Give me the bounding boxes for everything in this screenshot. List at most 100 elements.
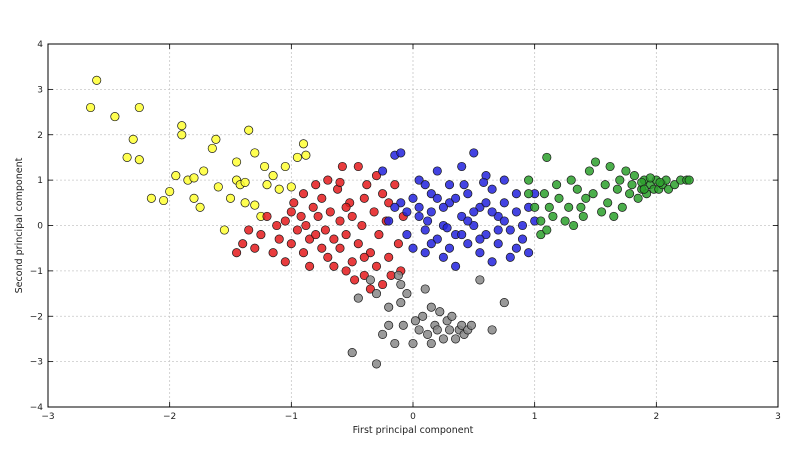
scatter-point-cluster-2 (317, 243, 327, 253)
scatter-point-cluster-2 (335, 216, 345, 226)
scatter-point-cluster-1 (189, 193, 199, 203)
y-tick-label: 4 (37, 40, 43, 50)
scatter-point-cluster-1 (240, 198, 250, 208)
scatter-point-cluster-5 (384, 302, 394, 312)
scatter-point-cluster-2 (262, 211, 272, 221)
scatter-point-cluster-2 (250, 243, 260, 253)
scatter-point-cluster-3 (459, 180, 469, 190)
scatter-point-cluster-4 (566, 175, 576, 185)
scatter-point-cluster-4 (569, 220, 579, 231)
scatter-point-cluster-3 (426, 189, 436, 199)
y-tick-label: 0 (37, 222, 43, 232)
scatter-point-cluster-5 (365, 275, 375, 285)
scatter-point-cluster-2 (347, 257, 357, 267)
scatter-point-cluster-3 (423, 216, 433, 226)
scatter-point-cluster-2 (280, 216, 290, 226)
scatter-point-cluster-4 (536, 216, 546, 226)
scatter-point-cluster-4 (600, 180, 610, 190)
y-tick-label: −3 (30, 358, 43, 368)
scatter-point-cluster-2 (238, 239, 248, 249)
scatter-point-cluster-1 (268, 171, 278, 181)
scatter-point-cluster-5 (371, 359, 382, 369)
scatter-point-cluster-1 (280, 161, 290, 172)
scatter-point-cluster-2 (359, 252, 369, 262)
scatter-point-cluster-1 (92, 75, 102, 85)
x-tick-label: −1 (285, 412, 298, 422)
scatter-point-cluster-4 (625, 189, 635, 199)
scatter-point-cluster-1 (177, 121, 187, 131)
scatter-point-cluster-2 (280, 257, 290, 267)
scatter-point-cluster-5 (418, 311, 428, 321)
scatter-point-cluster-1 (219, 225, 229, 235)
scatter-point-cluster-3 (414, 211, 424, 221)
scatter-point-cluster-5 (384, 320, 394, 330)
scatter-point-cluster-1 (250, 200, 260, 210)
scatter-point-cluster-2 (384, 198, 394, 208)
scatter-point-cluster-4 (524, 189, 534, 199)
scatter-point-cluster-4 (603, 198, 613, 208)
scatter-point-cluster-3 (444, 243, 455, 253)
scatter-point-cluster-3 (487, 207, 497, 217)
scatter-point-cluster-1 (225, 193, 236, 203)
scatter-point-cluster-1 (146, 193, 156, 203)
scatter-point-cluster-4 (552, 180, 562, 190)
scatter-point-cluster-2 (323, 175, 333, 185)
scatter-point-cluster-4 (544, 202, 554, 212)
scatter-point-cluster-1 (159, 195, 169, 206)
scatter-point-cluster-3 (524, 248, 534, 258)
scatter-point-cluster-2 (347, 211, 357, 221)
scatter-point-cluster-1 (260, 161, 270, 172)
scatter-point-cluster-3 (384, 216, 394, 226)
scatter-point-cluster-1 (195, 202, 205, 212)
scatter-point-cluster-5 (451, 334, 461, 344)
scatter-point-cluster-2 (298, 248, 309, 258)
scatter-point-cluster-2 (272, 220, 282, 231)
scatter-point-cluster-2 (369, 207, 379, 217)
scatter-point-cluster-3 (432, 193, 442, 203)
scatter-point-cluster-1 (213, 182, 223, 192)
scatter-point-cluster-3 (414, 175, 424, 185)
scatter-point-cluster-4 (560, 216, 570, 226)
scatter-point-cluster-2 (320, 225, 330, 235)
scatter-point-cluster-2 (244, 225, 254, 235)
scatter-point-cluster-3 (499, 216, 509, 226)
scatter-point-cluster-2 (341, 230, 351, 240)
scatter-point-cluster-1 (240, 177, 250, 187)
scatter-point-cluster-4 (605, 161, 615, 172)
scatter-point-cluster-5 (432, 325, 442, 335)
x-tick-label: 0 (410, 412, 416, 422)
scatter-point-cluster-3 (402, 230, 412, 240)
y-tick-label: 2 (37, 131, 43, 141)
scatter-point-cluster-4 (612, 184, 622, 194)
scatter-point-cluster-5 (347, 348, 357, 358)
scatter-point-cluster-2 (350, 275, 360, 285)
scatter-point-cluster-2 (365, 248, 375, 258)
scatter-point-cluster-2 (353, 161, 363, 172)
scatter-point-cluster-2 (359, 270, 369, 280)
scatter-point-cluster-1 (207, 143, 217, 153)
scatter-point-cluster-5 (466, 320, 476, 330)
scatter-point-cluster-1 (298, 139, 309, 149)
scatter-point-cluster-3 (457, 161, 467, 172)
scatter-point-cluster-3 (457, 230, 467, 240)
scatter-point-cluster-4 (627, 180, 637, 190)
scatter-point-cluster-3 (396, 198, 406, 208)
scatter-point-cluster-2 (393, 239, 403, 249)
scatter-point-cluster-5 (499, 298, 509, 308)
scatter-point-cluster-1 (86, 102, 96, 113)
scatter-point-cluster-2 (359, 193, 369, 203)
scatter-point-cluster-4 (536, 230, 546, 240)
x-tick-label: 1 (532, 412, 538, 422)
scatter-point-cluster-4 (615, 175, 625, 185)
scatter-point-cluster-5 (426, 302, 436, 312)
scatter-point-cluster-3 (469, 207, 479, 217)
scatter-point-cluster-1 (122, 152, 132, 162)
scatter-point-cluster-3 (493, 239, 503, 249)
scatter-point-cluster-1 (199, 166, 209, 176)
scatter-point-cluster-4 (542, 152, 552, 162)
scatter-point-cluster-3 (493, 211, 503, 221)
scatter-point-cluster-2 (286, 239, 296, 249)
scatter-point-cluster-5 (396, 279, 406, 290)
